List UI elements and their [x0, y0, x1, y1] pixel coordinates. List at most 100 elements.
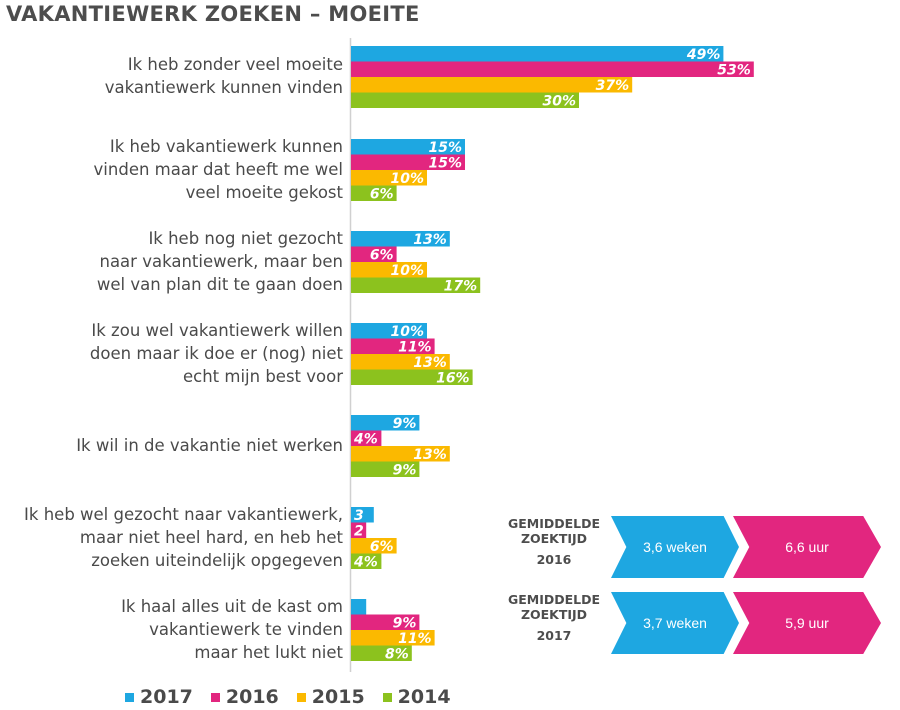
bar-value-label: 10%: [390, 263, 424, 279]
zoektijd-weken-arrow: 3,7 weken: [611, 592, 739, 654]
category-label-line: vakantiewerk te vinden: [149, 619, 343, 639]
category-label-line: Ik heb wel gezocht naar vakantiewerk,: [24, 504, 343, 524]
zoektijd-2016: GEMIDDELDE ZOEKTIJD 2016 3,6 weken 6,6 u…: [500, 516, 890, 608]
bar-value-label: 15%: [428, 156, 462, 172]
zoektijd-year: 2016: [536, 552, 572, 567]
bar-value-label: 9%: [393, 463, 417, 479]
category-label: Ik heb nog niet gezocht naar vakantiewerk…: [97, 227, 343, 296]
bar-value-label: 10%: [390, 324, 424, 340]
bar-2016: [351, 614, 420, 630]
legend-item-2017: 2017: [125, 686, 193, 708]
legend-label: 2014: [397, 686, 451, 708]
bar-2015: [351, 446, 450, 462]
category-label: Ik zou wel vakantiewerk willen doen maar …: [90, 319, 343, 388]
zoektijd-label: GEMIDDELDE ZOEKTIJD 2016: [500, 516, 608, 567]
legend-label: 2015: [311, 686, 365, 708]
bar-value-label: 11%: [398, 340, 432, 356]
bar-value-label: 30%: [542, 94, 576, 110]
zoektijd-weken-arrow: 3,6 weken: [611, 516, 739, 578]
category-label-line: Ik haal alles uit de kast om: [121, 596, 343, 616]
zoektijd-year: 2017: [536, 628, 572, 643]
zoektijd-2017: GEMIDDELDE ZOEKTIJD 2017 3,7 weken 5,9 u…: [500, 592, 890, 684]
category-label-line: echt mijn best voor: [182, 366, 343, 386]
zoektijd-uur-arrow: 6,6 uur: [733, 516, 881, 578]
bar-value-label: 6%: [370, 187, 394, 203]
bar-2014: [351, 553, 382, 569]
bar-value-label: 17%: [444, 279, 478, 295]
category-label-line: vinden maar dat heeft me wel: [93, 159, 343, 179]
bar-2015: [351, 77, 633, 93]
bar-value-label: 2: [354, 524, 364, 540]
bar-2017: [351, 415, 420, 431]
bar-2014: [351, 645, 412, 661]
legend-swatch-2014: [382, 692, 392, 702]
bar-2015: [351, 630, 435, 646]
legend-label: 2016: [225, 686, 279, 708]
bar-2014: [351, 369, 473, 385]
bar-2016: [351, 338, 435, 354]
bar-2016: [351, 61, 754, 77]
bar-2017: [351, 231, 450, 247]
bar-value-label: 15%: [428, 140, 462, 156]
category-label: Ik heb wel gezocht naar vakantiewerk, maa…: [24, 503, 343, 572]
bar-value-label: 10%: [390, 171, 424, 187]
zoektijd-label-line2: ZOEKTIJD: [520, 531, 588, 546]
bar-value-label: 8%: [385, 647, 409, 663]
category-label: Ik heb vakantiewerk kunnen vinden maar da…: [94, 135, 343, 204]
bar-2014: [351, 277, 481, 293]
bar-2014: [351, 461, 420, 477]
category-label-line: Ik heb vakantiewerk kunnen: [109, 136, 343, 156]
bar-value-label: 9%: [393, 416, 417, 432]
legend-item-2016: 2016: [210, 686, 279, 708]
bar-2015: [351, 262, 427, 278]
bar-value-label: 13%: [413, 447, 447, 463]
category-label-line: wel van plan dit te gaan doen: [96, 274, 343, 294]
zoektijd-label: GEMIDDELDE ZOEKTIJD 2017: [500, 592, 608, 643]
bar-2017: [351, 323, 427, 339]
bar-value-label: 37%: [596, 78, 630, 94]
zoektijd-label-line2: ZOEKTIJD: [520, 607, 588, 622]
bar-value-label: 9%: [393, 616, 417, 632]
legend-swatch-2017: [125, 692, 134, 702]
category-label-line: doen maar ik doe er (nog) niet: [89, 343, 343, 363]
legend-label: 2017: [140, 686, 193, 708]
bar-2014: [351, 92, 579, 108]
category-label-line: Ik wil in de vakantie niet werken: [76, 435, 343, 455]
zoektijd-label-line1: GEMIDDELDE: [507, 592, 601, 607]
legend-item-2014: 2014: [382, 686, 451, 708]
bar-value-label: 49%: [686, 47, 721, 63]
bar-2014: [351, 185, 397, 201]
category-label-line: maar het lukt niet: [194, 642, 343, 662]
bar-value-label: 4%: [353, 555, 378, 571]
bar-2015: [351, 354, 450, 370]
bar-value-label: 6%: [370, 248, 394, 264]
category-label-line: Ik zou wel vakantiewerk willen: [91, 320, 343, 340]
category-label-line: vakantiewerk kunnen vinden: [104, 78, 343, 97]
bar-2017: [351, 507, 374, 523]
bar-2015: [351, 170, 427, 186]
zoektijd-uur-arrow: 5,9 uur: [733, 592, 881, 654]
legend-item-2015: 2015: [296, 686, 365, 708]
bar-2016: [351, 246, 397, 262]
bar-2016: [351, 154, 465, 170]
bar-value-label: 6%: [370, 539, 394, 555]
category-label: Ik wil in de vakantie niet werken: [76, 434, 343, 457]
bar-2017: [351, 46, 724, 62]
chart-title: VAKANTIEWERK ZOEKEN – MOEITE: [6, 2, 420, 26]
bar-2016: [351, 522, 367, 538]
category-label-line: Ik heb nog niet gezocht: [148, 228, 343, 248]
bar-2016: [351, 430, 382, 446]
bar-value-label: 11%: [398, 631, 432, 647]
legend-swatch-2016: [210, 692, 220, 702]
zoektijd-label-line1: GEMIDDELDE: [507, 516, 601, 531]
bar-value-label: 16%: [436, 371, 470, 387]
bar-2017: [351, 599, 367, 615]
category-label: Ik heb zonder veel moeite vakantiewerk ku…: [105, 53, 343, 99]
legend: 2017 2016 2015 2014: [125, 686, 451, 708]
bar-value-label: 53%: [717, 63, 751, 79]
category-label-line: veel moeite gekost: [185, 182, 343, 202]
legend-swatch-2015: [296, 692, 306, 702]
category-label: Ik haal alles uit de kast om vakantiewerk…: [121, 595, 343, 664]
category-label-line: maar niet heel hard, en heb het: [79, 527, 343, 547]
